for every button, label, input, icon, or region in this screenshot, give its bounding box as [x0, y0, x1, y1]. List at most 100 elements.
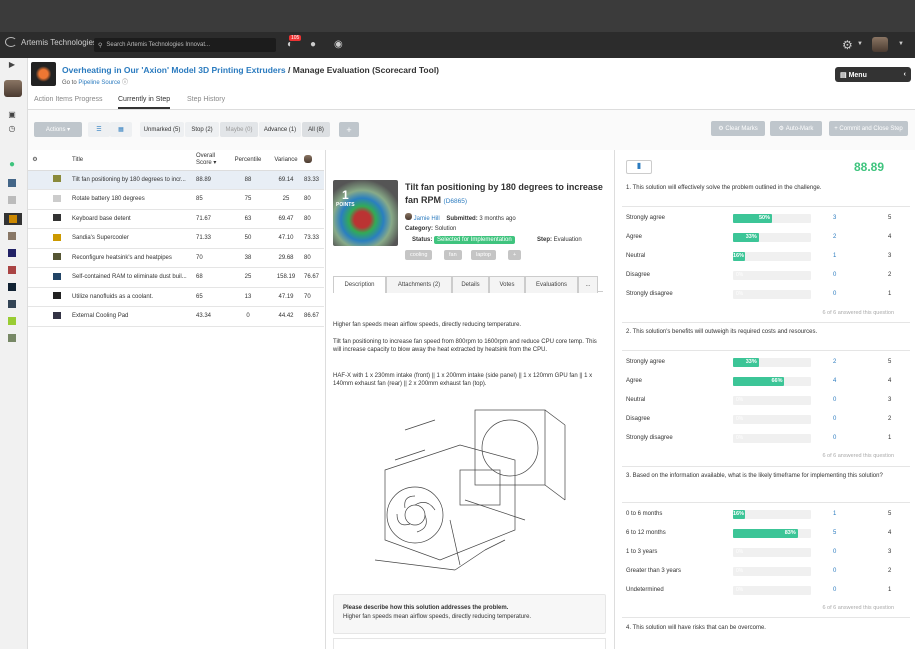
response-count-link[interactable]: 5 [833, 530, 837, 536]
table-row[interactable]: Utilize nanofluids as a coolant. 65 13 47.1… [28, 287, 324, 307]
add-button[interactable]: + [339, 122, 359, 137]
table-row[interactable]: Self-contained RAM to eliminate dust bui… [28, 267, 324, 288]
table-header: ⚙ Title Overall Score ▾ Percentile Varia… [28, 150, 324, 171]
row-title[interactable]: Reconfigure heatsink's and heatpipes [72, 248, 196, 268]
filter-stop[interactable]: Stop (2) [185, 122, 219, 137]
tab-votes[interactable]: Votes [489, 276, 525, 293]
response-bar: 83% [733, 529, 811, 538]
response-count-link[interactable]: 0 [833, 272, 837, 278]
table-row[interactable]: Keyboard base detent 71.67 63 69.47 80 [28, 209, 324, 229]
solution-image [333, 180, 398, 246]
thumb-col [42, 150, 72, 171]
commit-close-button[interactable]: + Commit and Close Step [829, 121, 908, 136]
solution-detail-panel [325, 150, 615, 649]
list-view-button[interactable]: ☰ [88, 122, 110, 137]
clock-icon[interactable]: ◷ [8, 124, 16, 133]
search-input[interactable]: ⚲ Search Artemis Technologies Innovat... [94, 38, 276, 52]
table-row[interactable]: Sandia's Supercooler 71.33 50 47.10 73.33 [28, 228, 324, 249]
chat-icon[interactable]: ● [310, 39, 317, 50]
table-row[interactable]: Tilt fan positioning by 180 degrees to i… [28, 170, 324, 190]
response-count-link[interactable]: 1 [833, 253, 837, 259]
app-logo[interactable]: Artemis Technologies [5, 37, 97, 47]
gear-icon[interactable]: ⚙ [842, 38, 853, 52]
row-title[interactable]: Sandia's Supercooler [72, 228, 196, 249]
auto-mark-button[interactable]: ⚙ Auto-Mark [770, 121, 822, 136]
response-count-link[interactable]: 2 [833, 359, 837, 365]
user-avatar[interactable] [872, 37, 888, 52]
tag-cooling[interactable]: cooling [405, 250, 433, 260]
chevron-down-icon[interactable]: ▼ [898, 41, 904, 47]
filter-unmarked[interactable]: Unmarked (5) [140, 122, 184, 137]
response-count-link[interactable]: 0 [833, 435, 837, 441]
tab-action-items[interactable]: Action Items Progress [34, 96, 103, 103]
row-title[interactable]: Keyboard base detent [72, 209, 196, 229]
response-count-link[interactable]: 0 [833, 587, 837, 593]
table-row[interactable]: External Cooling Pad 43.34 0 44.42 86.67 [28, 306, 324, 327]
response-count-link[interactable]: 1 [833, 511, 837, 517]
response-count-link[interactable]: 0 [833, 397, 837, 403]
author-link[interactable]: Jamie Hill [413, 216, 440, 222]
table-row[interactable]: Rotate battery 180 degrees 85 75 25 80 [28, 189, 324, 210]
challenge-icon-1[interactable] [7, 179, 17, 189]
row-title[interactable]: Utilize nanofluids as a coolant. [72, 287, 196, 307]
challenge-link[interactable]: Overheating in Our 'Axion' Model 3D Prin… [62, 65, 286, 75]
response-count-link[interactable]: 3 [833, 215, 837, 221]
response-count-link[interactable]: 0 [833, 416, 837, 422]
challenge-icon-5[interactable] [7, 249, 17, 259]
col-title[interactable]: Title [72, 150, 196, 171]
col-variance[interactable]: Variance [268, 150, 304, 171]
col-score[interactable]: Overall Score ▾ [196, 150, 228, 171]
globe-icon[interactable]: ◉ [334, 39, 343, 50]
tag-fan[interactable]: fan [444, 250, 462, 260]
question-3-text: 3. Based on the information available, w… [626, 473, 883, 479]
tab-details[interactable]: Details [452, 276, 489, 293]
add-tag-button[interactable]: + [508, 250, 522, 260]
tab-currently-in-step[interactable]: Currently in Step [118, 96, 171, 109]
row-title[interactable]: External Cooling Pad [72, 306, 196, 327]
challenge-icon-active[interactable] [4, 213, 22, 225]
solution-id-link[interactable]: D6865 [445, 198, 465, 205]
grid-view-button[interactable]: ▦ [110, 122, 132, 137]
filter-advance[interactable]: Advance (1) [259, 122, 301, 137]
challenge-icon-6[interactable] [7, 266, 17, 276]
challenge-icon-7[interactable] [7, 283, 17, 293]
response-count-link[interactable]: 0 [833, 291, 837, 297]
expand-icon[interactable]: ▶ [8, 60, 16, 69]
filter-all[interactable]: All (8) [302, 122, 330, 137]
response-count-link[interactable]: 2 [833, 234, 837, 240]
tag-laptop[interactable]: laptop [471, 250, 496, 260]
challenge-icon-4[interactable] [7, 232, 17, 242]
menu-button[interactable]: ▤ Menu ‹ [835, 67, 911, 82]
add-icon[interactable]: ● [8, 159, 16, 170]
challenge-icon-10[interactable] [7, 334, 17, 344]
dashboard-icon[interactable]: ▣ [8, 110, 16, 119]
tab-attachments[interactable]: Attachments (2) [386, 276, 452, 293]
response-bar: 0% [733, 415, 811, 424]
tab-more[interactable]: ... [578, 276, 598, 293]
response-count-link[interactable]: 4 [833, 378, 837, 384]
notifications-icon[interactable]: ◐ 105 [287, 35, 302, 50]
chart-toggle-button[interactable]: ▮ [626, 160, 652, 174]
answered-count: 6 of 6 answered this question [822, 453, 894, 459]
clear-marks-button[interactable]: ⚙ Clear Marks [711, 121, 765, 136]
actions-button[interactable]: Actions ▾ [34, 122, 82, 137]
sidebar-avatar[interactable] [4, 80, 22, 97]
gear-icon[interactable]: ⚙ [28, 150, 42, 171]
chevron-down-icon[interactable]: ▼ [857, 41, 863, 47]
row-title[interactable]: Tilt fan positioning by 180 degrees to i… [72, 170, 196, 190]
tab-step-history[interactable]: Step History [187, 96, 226, 103]
row-thumb-cell [28, 228, 42, 249]
row-title[interactable]: Rotate battery 180 degrees [72, 189, 196, 210]
tab-description[interactable]: Description [333, 276, 386, 293]
filter-maybe[interactable]: Maybe (0) [220, 122, 258, 137]
challenge-icon-2[interactable] [7, 196, 17, 206]
tab-evaluations[interactable]: Evaluations [525, 276, 578, 293]
table-row[interactable]: Reconfigure heatsink's and heatpipes 70 38… [28, 248, 324, 268]
col-percentile[interactable]: Percentile [228, 150, 268, 171]
challenge-icon-9[interactable] [7, 317, 17, 327]
challenge-icon-8[interactable] [7, 300, 17, 310]
pipeline-source-link[interactable]: Pipeline Source [78, 80, 121, 86]
response-count-link[interactable]: 0 [833, 549, 837, 555]
row-title[interactable]: Self-contained RAM to eliminate dust bui… [72, 267, 196, 288]
response-count-link[interactable]: 0 [833, 568, 837, 574]
